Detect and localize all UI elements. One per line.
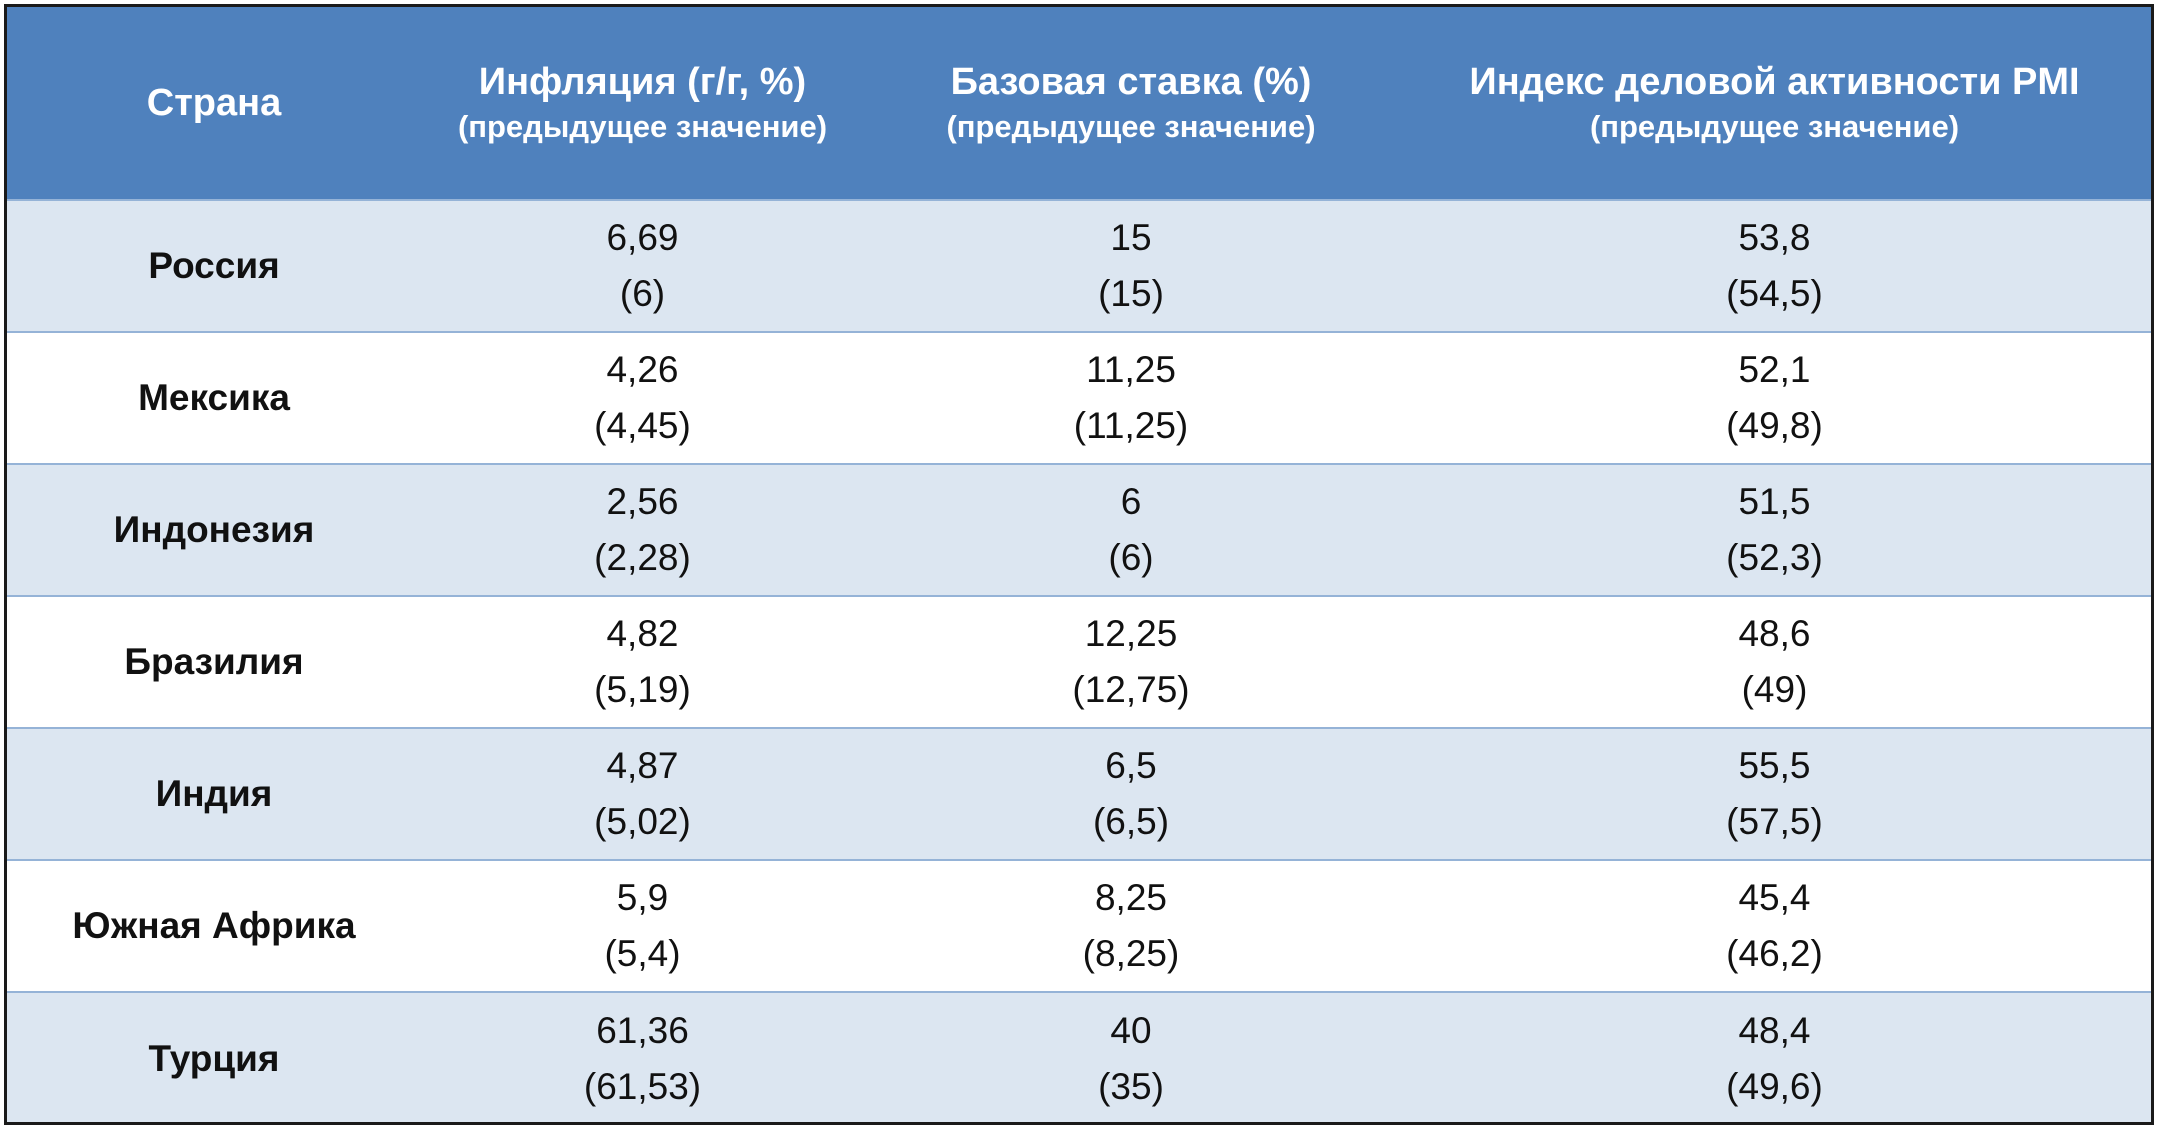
table-header: Страна Инфляция (г/г, %) (предыдущее зна…	[7, 7, 2151, 200]
rate-previous: (8,25)	[1082, 933, 1180, 974]
pmi-cell: 53,8 (54,5)	[1398, 199, 2151, 332]
rate-cell: 12,25 (12,75)	[864, 595, 1398, 728]
header-country: Страна	[7, 7, 421, 200]
table-row: Турция 61,36 (61,53) 40 (35) 48,4 (49,6)	[7, 991, 2151, 1122]
header-pmi: Индекс деловой активности PMI (предыдуще…	[1398, 7, 2151, 200]
pmi-current: 48,6	[1738, 613, 1811, 654]
header-row: Страна Инфляция (г/г, %) (предыдущее зна…	[7, 7, 2151, 200]
country-cell: Турция	[7, 991, 421, 1122]
pmi-current: 51,5	[1738, 481, 1811, 522]
pmi-previous: (49)	[1741, 669, 1808, 710]
inflation-cell: 4,26 (4,45)	[421, 331, 864, 464]
inflation-current: 4,87	[606, 745, 679, 786]
rate-current: 6,5	[1105, 745, 1157, 786]
pmi-previous: (54,5)	[1726, 273, 1823, 314]
inflation-current: 6,69	[606, 217, 679, 258]
pmi-previous: (49,6)	[1726, 1065, 1823, 1107]
header-inflation-title: Инфляция (г/г, %)	[478, 61, 807, 103]
rate-previous: (6,5)	[1092, 801, 1170, 842]
pmi-previous: (49,8)	[1726, 405, 1823, 446]
pmi-current: 52,1	[1738, 349, 1811, 390]
rate-previous: (12,75)	[1072, 669, 1190, 710]
table-row: Индонезия 2,56 (2,28) 6 (6) 51,5 (52,3)	[7, 463, 2151, 596]
rate-cell: 6,5 (6,5)	[864, 727, 1398, 860]
inflation-current: 2,56	[606, 481, 679, 522]
pmi-previous: (52,3)	[1726, 537, 1823, 578]
inflation-previous: (5,19)	[594, 669, 691, 710]
inflation-current: 61,36	[596, 1009, 689, 1051]
header-rate-title: Базовая ставка (%)	[950, 61, 1312, 103]
inflation-current: 5,9	[616, 877, 669, 918]
inflation-cell: 2,56 (2,28)	[421, 463, 864, 596]
table-row: Бразилия 4,82 (5,19) 12,25 (12,75) 48,6 (49…	[7, 595, 2151, 728]
pmi-current: 53,8	[1738, 217, 1811, 258]
inflation-cell: 6,69 (6)	[421, 199, 864, 332]
rate-cell: 11,25 (11,25)	[864, 331, 1398, 464]
rate-cell: 6 (6)	[864, 463, 1398, 596]
country-cell: Россия	[7, 199, 421, 332]
header-rate: Базовая ставка (%) (предыдущее значение)	[864, 7, 1398, 200]
inflation-previous: (5,02)	[594, 801, 691, 842]
rate-cell: 40 (35)	[864, 991, 1398, 1122]
pmi-cell: 52,1 (49,8)	[1398, 331, 2151, 464]
header-country-label: Страна	[146, 81, 282, 124]
header-pmi-subtitle: (предыдущее значение)	[1589, 109, 1960, 144]
pmi-current: 45,4	[1738, 877, 1811, 918]
inflation-cell: 5,9 (5,4)	[421, 859, 864, 992]
rate-current: 15	[1110, 217, 1152, 258]
table-row: Мексика 4,26 (4,45) 11,25 (11,25) 52,1 (49,…	[7, 331, 2151, 464]
inflation-previous: (6)	[619, 273, 666, 314]
header-inflation: Инфляция (г/г, %) (предыдущее значение)	[421, 7, 864, 200]
table-body: Россия 6,69 (6) 15 (15) 53,8 (54,5) Мексика…	[7, 199, 2151, 1122]
inflation-previous: (4,45)	[594, 405, 691, 446]
rate-previous: (6)	[1108, 537, 1154, 578]
rate-current: 6	[1120, 481, 1142, 522]
rate-current: 11,25	[1086, 349, 1176, 390]
inflation-previous: (5,4)	[604, 933, 681, 974]
header-inflation-subtitle: (предыдущее значение)	[457, 109, 828, 144]
inflation-cell: 4,87 (5,02)	[421, 727, 864, 860]
country-cell: Бразилия	[7, 595, 421, 728]
inflation-previous: (2,28)	[594, 537, 691, 578]
rate-previous: (11,25)	[1073, 405, 1189, 446]
table-row: Индия 4,87 (5,02) 6,5 (6,5) 55,5 (57,5)	[7, 727, 2151, 860]
inflation-cell: 61,36 (61,53)	[421, 991, 864, 1122]
inflation-cell: 4,82 (5,19)	[421, 595, 864, 728]
country-cell: Мексика	[7, 331, 421, 464]
country-cell: Индия	[7, 727, 421, 860]
pmi-cell: 45,4 (46,2)	[1398, 859, 2151, 992]
country-cell: Индонезия	[7, 463, 421, 596]
rate-current: 40	[1110, 1009, 1152, 1051]
table-row: Южная Африка 5,9 (5,4) 8,25 (8,25) 45,4 (46…	[7, 859, 2151, 992]
header-pmi-title: Индекс деловой активности PMI	[1469, 61, 2080, 103]
rate-previous: (35)	[1098, 1065, 1164, 1107]
rate-cell: 8,25 (8,25)	[864, 859, 1398, 992]
rate-current: 12,25	[1084, 613, 1178, 654]
header-rate-subtitle: (предыдущее значение)	[946, 109, 1316, 144]
pmi-cell: 51,5 (52,3)	[1398, 463, 2151, 596]
country-cell: Южная Африка	[7, 859, 421, 992]
pmi-previous: (46,2)	[1726, 933, 1823, 974]
pmi-cell: 48,6 (49)	[1398, 595, 2151, 728]
economic-indicators-table: Страна Инфляция (г/г, %) (предыдущее зна…	[7, 7, 2151, 1122]
rate-current: 8,25	[1094, 877, 1167, 918]
inflation-previous: (61,53)	[583, 1065, 702, 1107]
rate-previous: (15)	[1098, 273, 1164, 314]
pmi-current: 48,4	[1738, 1009, 1811, 1051]
pmi-current: 55,5	[1738, 745, 1811, 786]
inflation-current: 4,82	[606, 613, 679, 654]
table-row: Россия 6,69 (6) 15 (15) 53,8 (54,5)	[7, 199, 2151, 332]
rate-cell: 15 (15)	[864, 199, 1398, 332]
pmi-cell: 48,4 (49,6)	[1398, 991, 2151, 1122]
pmi-cell: 55,5 (57,5)	[1398, 727, 2151, 860]
pmi-previous: (57,5)	[1726, 801, 1823, 842]
table-frame: Страна Инфляция (г/г, %) (предыдущее зна…	[4, 4, 2154, 1125]
inflation-current: 4,26	[606, 349, 679, 390]
